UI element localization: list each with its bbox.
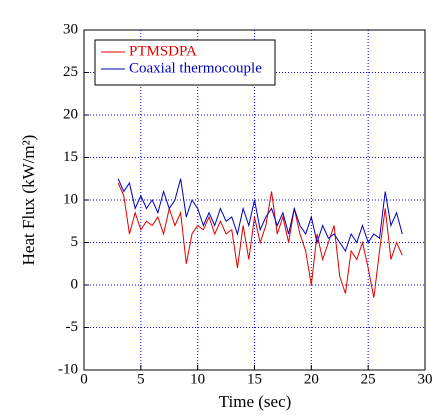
- legend-label: Coaxial thermocouple: [129, 60, 262, 76]
- x-tick-label: 5: [137, 371, 145, 387]
- x-tick-label: 0: [80, 371, 88, 387]
- y-tick-label: 25: [63, 64, 78, 80]
- plot-frame: [83, 29, 426, 371]
- y-tick-label: 10: [63, 191, 78, 207]
- x-axis-label: Time (sec): [219, 392, 292, 411]
- series-line: [117, 178, 403, 253]
- x-tick-label: 15: [247, 371, 262, 387]
- y-tick-label: 0: [71, 276, 79, 292]
- x-tick-label: 20: [304, 371, 319, 387]
- x-tick-label: 10: [190, 371, 205, 387]
- legend-label: PTMSDPA: [129, 43, 197, 59]
- y-tick-label: -10: [58, 361, 78, 377]
- series-line: [117, 182, 403, 298]
- y-tick-label: 20: [63, 106, 78, 122]
- y-axis-label: Heat Flux (kW/m²): [19, 135, 38, 266]
- y-tick-label: 5: [71, 234, 79, 250]
- y-tick-label: 30: [63, 21, 78, 37]
- y-tick-label: -5: [66, 319, 79, 335]
- legend-box: [94, 39, 276, 86]
- y-tick-label: 15: [63, 149, 78, 165]
- x-tick-label: 25: [361, 371, 376, 387]
- x-tick-label: 30: [418, 371, 433, 387]
